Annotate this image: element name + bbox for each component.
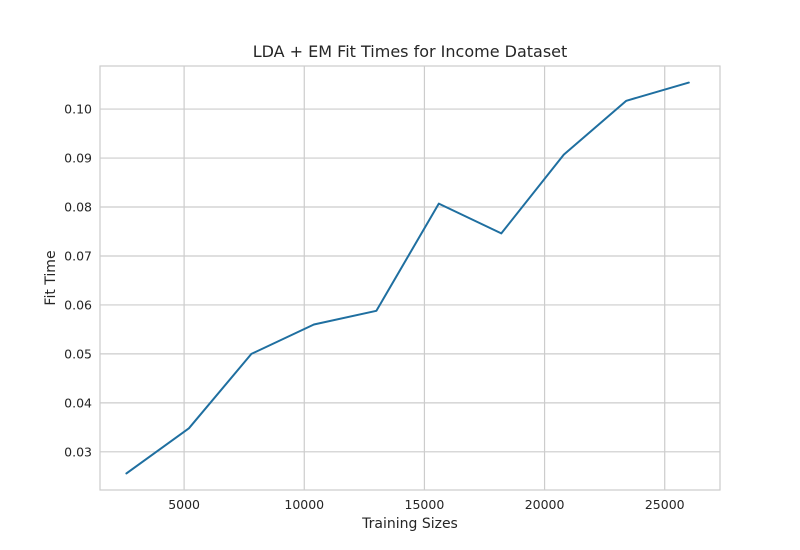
y-tick-label: 0.10: [64, 102, 92, 117]
data-point: [562, 153, 565, 156]
data-point: [188, 427, 190, 430]
y-tick-label: 0.08: [64, 200, 92, 215]
data-point: [125, 472, 128, 475]
x-tick-label: 5000: [168, 497, 200, 512]
x-axis-label: Training Sizes: [361, 516, 458, 532]
y-tick-label: 0.06: [64, 297, 92, 312]
data-point: [375, 310, 378, 312]
x-tick-label: 15000: [405, 497, 445, 512]
x-tick-label: 20000: [525, 497, 565, 512]
series-layer: [125, 81, 690, 475]
series-line: [125, 81, 690, 475]
x-tick-labels: 5000 10000 15000 20000 25000: [168, 497, 684, 512]
y-tick-labels: 0.03 0.04 0.05 0.06 0.07 0.08 0.09 0.10: [64, 102, 92, 460]
data-point: [313, 323, 315, 326]
y-tick-label: 0.04: [64, 395, 92, 410]
chart-title: LDA + EM Fit Times for Income Dataset: [253, 42, 568, 61]
x-tick-label: 25000: [645, 497, 685, 512]
data-point: [438, 202, 440, 205]
y-axis-label: Fit Time: [43, 250, 59, 305]
data-point: [500, 232, 503, 235]
x-tick-label: 10000: [284, 497, 324, 512]
y-tick-label: 0.07: [64, 248, 92, 263]
y-tick-label: 0.05: [64, 346, 92, 361]
plot-area: [99, 65, 721, 491]
y-tick-label: 0.09: [64, 151, 92, 166]
data-point: [687, 81, 690, 84]
y-tick-label: 0.03: [64, 444, 92, 459]
data-point: [250, 353, 253, 355]
data-point: [625, 99, 628, 102]
